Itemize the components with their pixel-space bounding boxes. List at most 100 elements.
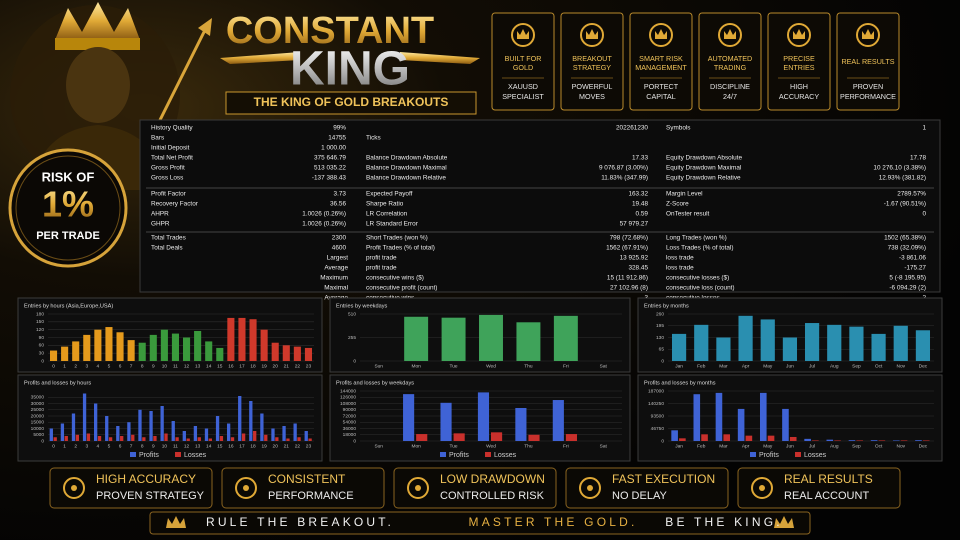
bar	[271, 342, 279, 361]
stat-label: LR Standard Error	[366, 221, 419, 228]
chart-title: Profits and losses by months	[644, 380, 716, 386]
bar	[878, 440, 886, 441]
bar	[304, 347, 313, 361]
bar	[142, 437, 146, 441]
stat-value: 2789.57%	[897, 191, 926, 198]
bar	[516, 322, 541, 361]
x-tick-label: 13	[195, 363, 201, 369]
y-tick-label: 0	[353, 358, 356, 364]
risk-bottom: PER TRADE	[36, 230, 100, 242]
bar	[804, 323, 820, 361]
bar	[441, 317, 466, 361]
feature-card	[629, 12, 693, 111]
x-tick-label: 10	[162, 363, 168, 369]
x-tick-label: 0	[52, 443, 55, 449]
x-tick-label: 3	[85, 363, 88, 369]
chart-title: Profits and losses by weekdays	[336, 380, 414, 386]
bar	[105, 327, 113, 361]
stat-label: profit trade	[366, 255, 397, 262]
y-tick-label: 10000	[31, 426, 45, 432]
x-tick-label: May	[763, 363, 773, 369]
bar	[205, 341, 213, 361]
y-tick-label: 140250	[648, 401, 664, 407]
stat-label: Profit Factor	[151, 191, 187, 198]
bar	[182, 337, 191, 361]
y-tick-label: 65	[659, 347, 665, 353]
bar	[900, 440, 908, 441]
x-tick-label: 21	[284, 363, 290, 369]
stats-table: History Quality 99% 202261230 Symbols 1 Bars 1…	[146, 125, 934, 302]
bar	[249, 319, 257, 361]
feature-subtitle: PERFORMANCE	[840, 92, 896, 101]
bar	[671, 430, 678, 441]
stat-value: 2300	[332, 235, 347, 242]
stat-value: 10 276.10 (3.38%)	[873, 165, 926, 172]
bar	[826, 439, 834, 441]
bottom-icon	[751, 477, 773, 499]
bar	[160, 406, 164, 441]
bar	[82, 393, 87, 441]
x-tick-label: Jan	[675, 363, 683, 369]
bottom-icon	[579, 477, 601, 499]
bar	[127, 422, 131, 441]
bar	[60, 423, 65, 441]
x-tick-label: Dec	[919, 363, 928, 369]
x-tick-label: 8	[141, 443, 144, 449]
bar	[403, 394, 415, 441]
y-tick-label: 90000	[343, 407, 357, 413]
stat-label: profit trade	[366, 265, 397, 272]
x-tick-label: Oct	[875, 443, 883, 449]
stat-value: -137 388.43	[312, 175, 347, 182]
bar	[737, 408, 745, 441]
bar	[812, 440, 819, 441]
y-tick-label: 130	[656, 335, 664, 341]
stat-label: Symbols	[666, 125, 691, 132]
feature-icon	[787, 23, 811, 47]
y-tick-label: 93500	[651, 413, 665, 419]
y-tick-label: 510	[348, 311, 356, 317]
feature-icon	[862, 29, 874, 39]
stat-value: 328.45	[628, 265, 648, 272]
y-tick-label: 0	[661, 358, 664, 364]
x-tick-label: 14	[206, 363, 212, 369]
bar	[53, 437, 57, 441]
y-tick-label: 35000	[31, 395, 45, 401]
x-tick-label: Mar	[719, 363, 728, 369]
bar	[308, 438, 312, 441]
feature-subtitle: HIGH	[790, 82, 808, 91]
bottom-title: FAST EXECUTION	[612, 472, 715, 486]
stat-label: Total Net Profit	[151, 155, 193, 162]
bottom-features: HIGH ACCURACY PROVEN STRATEGY CONSISTENT PE…	[49, 467, 901, 509]
bar	[216, 347, 224, 361]
bar	[164, 433, 168, 441]
stat-value: -1.67 (90.51%)	[884, 201, 926, 208]
stat-label: consecutive losses ($)	[666, 275, 729, 282]
stat-label: Long Trades (won %)	[666, 235, 727, 242]
feature-icon	[724, 29, 736, 39]
bottom-title: REAL RESULTS	[784, 472, 873, 486]
x-tick-label: 2	[74, 443, 77, 449]
y-tick-label: 108000	[340, 401, 356, 407]
bottom-icon	[759, 485, 765, 491]
stat-value: 3.73	[334, 191, 347, 198]
stat-value: 202261230	[616, 125, 648, 132]
bar	[182, 431, 186, 441]
feature-icon	[649, 23, 673, 47]
bottom-icon	[63, 477, 85, 499]
stat-label: Balance Drawdown Relative	[366, 175, 446, 182]
bar	[893, 325, 908, 361]
y-tick-label: 187000	[648, 388, 664, 394]
bar	[271, 428, 275, 441]
bar	[149, 411, 153, 441]
bar	[477, 392, 490, 441]
feature-title: PRECISE	[783, 54, 815, 63]
feature-title: GOLD	[513, 63, 533, 72]
bar	[767, 435, 775, 441]
x-tick-label: 15	[217, 363, 223, 369]
bar	[759, 392, 767, 441]
chart-panel	[637, 374, 943, 462]
bottom-subtitle: PROVEN STRATEGY	[96, 490, 205, 502]
y-tick-label: 0	[41, 438, 44, 444]
x-tick-label: 5	[108, 363, 111, 369]
